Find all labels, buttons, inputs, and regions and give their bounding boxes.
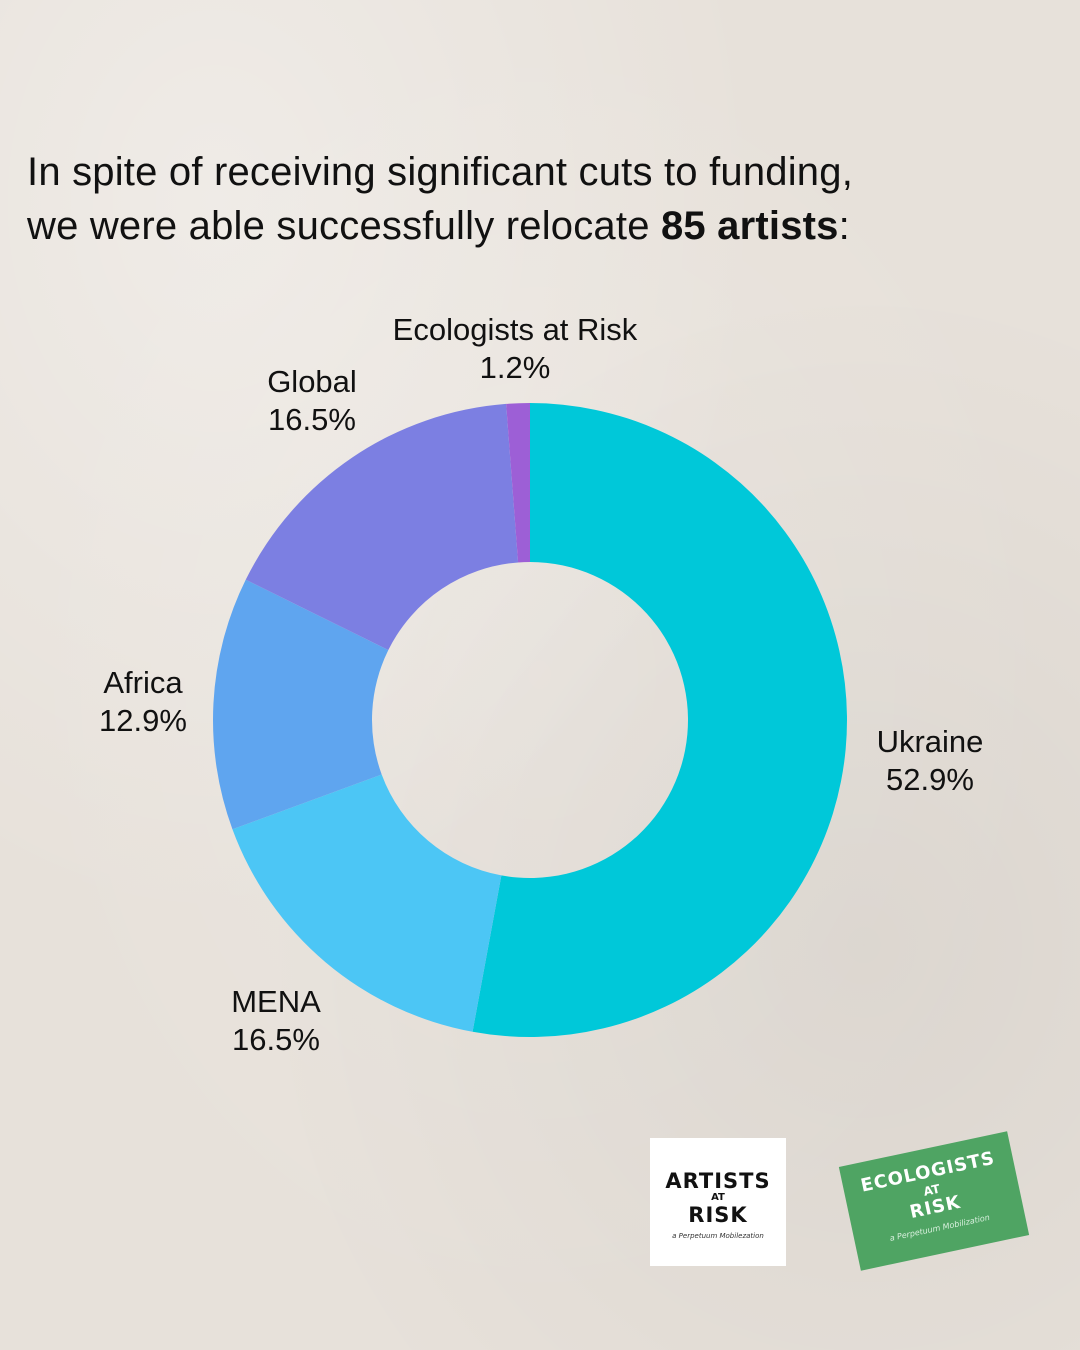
value-global: 16.5% <box>268 402 356 437</box>
slice-ecologists-at-risk <box>506 403 530 563</box>
donut-slices <box>212 403 848 1037</box>
value-mena: 16.5% <box>232 1022 320 1057</box>
label-mena: MENA <box>231 984 321 1019</box>
slice-ukraine <box>472 403 848 1037</box>
label-global: Global <box>267 364 357 399</box>
donut-labels: Ukraine52.9%MENA16.5%Africa12.9%Global16… <box>99 312 983 1057</box>
headline-line-1: In spite of receiving significant cuts t… <box>27 150 854 194</box>
headline-highlight: 85 artists <box>660 204 839 248</box>
label-africa: Africa <box>103 665 183 700</box>
value-ukraine: 52.9% <box>886 762 974 797</box>
headline-line-2-prefix: we were able successfully relocate <box>27 204 661 248</box>
headline-line-2: we were able successfully relocate 85 ar… <box>27 199 1057 253</box>
label-ecologists-at-risk: Ecologists at Risk <box>393 312 638 347</box>
headline-line-2-suffix: : <box>838 204 850 248</box>
slice-global <box>245 403 519 651</box>
label-ukraine: Ukraine <box>877 724 984 759</box>
aar-logo-tagline: a Perpetuum Mobilezation <box>672 1232 764 1240</box>
aar-logo-line-1: ARTISTS <box>665 1169 771 1193</box>
slice-africa <box>212 579 389 830</box>
value-africa: 12.9% <box>99 703 187 738</box>
artists-at-risk-logo: ARTISTS AT RISK a Perpetuum Mobilezation <box>650 1138 786 1266</box>
aar-logo-line-2: AT <box>711 1192 725 1203</box>
slice-mena <box>232 774 502 1032</box>
aar-logo-line-3: RISK <box>688 1203 748 1227</box>
value-ecologists-at-risk: 1.2% <box>480 350 551 385</box>
headline: In spite of receiving significant cuts t… <box>27 145 1057 253</box>
